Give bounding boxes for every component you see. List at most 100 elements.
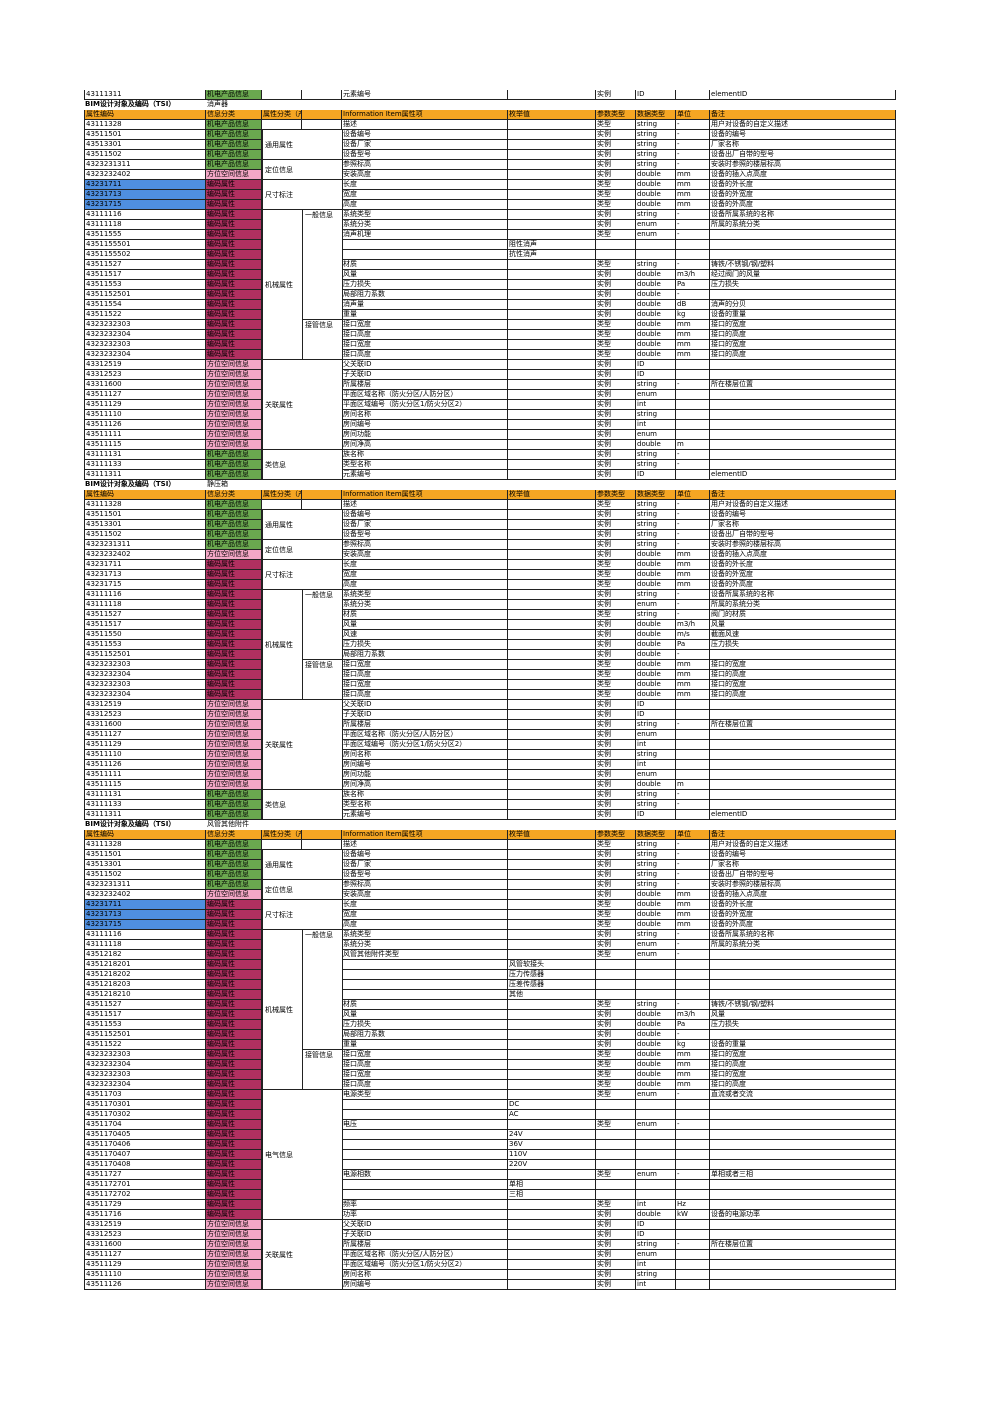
info-category: 编码属性 [206,280,262,289]
enum-value [508,700,596,709]
info-category: 机电产品信息 [206,90,262,99]
unit [676,740,710,749]
column-header: 单位 [676,110,710,119]
attribute-group: 尺寸标注 [262,899,343,930]
column-header: 数据类型 [636,110,676,119]
data-type: double [636,1030,676,1039]
table-row: 43511501 机电产品信息 设备编号 实例 string - 设备的编号 [84,130,896,140]
info-category: 编码属性 [206,1080,262,1089]
unit: mm [676,890,710,899]
info-category: 编码属性 [206,290,262,299]
unit [676,1150,710,1159]
information-item: 平面区域编号（防火分区1/防火分区2） [342,1260,508,1269]
section-object-name: 静压箱 [207,480,228,488]
attribute-code: 43511502 [84,870,206,879]
attribute-code: 43511527 [84,1000,206,1009]
unit: mm [676,180,710,189]
enum-value [508,680,596,689]
table-row: 4351218210 编码属性 其他 [84,990,896,1000]
unit [676,700,710,709]
info-category: 机电产品信息 [206,880,262,889]
information-item: 风量 [342,270,508,279]
information-item: 元素编号 [342,810,508,819]
unit: mm [676,320,710,329]
enum-value [508,310,596,319]
attribute-code: 4351170406 [84,1140,206,1149]
parameter-type: 实例 [596,1250,636,1259]
information-item: 房间功能 [342,430,508,439]
info-category: 方位空间信息 [206,770,262,779]
column-header: Information Item属性项 [342,830,508,839]
enum-value [508,940,596,949]
unit [676,400,710,409]
information-item: 房间名称 [342,750,508,759]
enum-value [508,720,596,729]
section-title: BIM设计对象及编码（TSI） [85,100,176,108]
remark: 用户对设备的自定义描述 [710,120,896,129]
information-item: 风速 [342,630,508,639]
information-item: 接口高度 [342,1060,508,1069]
attribute-code: 43511127 [84,1250,206,1259]
parameter-type: 实例 [596,600,636,609]
enum-value [508,360,596,369]
attribute-code: 43231711 [84,560,206,569]
remark [710,250,896,259]
data-type: enum [636,1120,676,1129]
parameter-type: 实例 [596,1020,636,1029]
attribute-subclass [302,90,342,99]
table-row: 43511553 编码属性 压力损失 实例 double Pa 压力损失 [84,640,896,650]
parameter-type: 实例 [596,170,636,179]
information-item: 接口宽度 [342,1050,508,1059]
information-item [342,1140,508,1149]
table-row: 43311600 方位空间信息 所属楼层 实例 string - 所在楼层位置 [84,720,896,730]
remark [710,230,896,239]
unit [676,750,710,759]
enum-value [508,1010,596,1019]
unit: mm [676,900,710,909]
attribute-code: 43111311 [84,90,206,99]
section-title: BIM设计对象及编码（TSI） [85,820,176,828]
remark [710,960,896,969]
parameter-type: 实例 [596,90,636,99]
enum-value [508,200,596,209]
information-item: 房间编号 [342,760,508,769]
info-category: 编码属性 [206,270,262,279]
info-category: 机电产品信息 [206,120,262,129]
info-category: 编码属性 [206,900,262,909]
unit: - [676,230,710,239]
information-item: 描述 [342,120,508,129]
table-row: 43111131 机电产品信息 族名称 实例 string - [84,450,896,460]
information-item: 所属楼层 [342,720,508,729]
remark: 铸铁/不锈钢/钢/塑料 [710,260,896,269]
information-item: 局部阻力系数 [342,650,508,659]
parameter-type: 实例 [596,470,636,479]
column-header: 备注 [710,490,896,499]
remark: 所在楼层位置 [710,1240,896,1249]
parameter-type: 实例 [596,370,636,379]
attribute-code: 43231711 [84,180,206,189]
data-type: enum [636,1090,676,1099]
attribute-code: 43111118 [84,940,206,949]
unit: mm [676,200,710,209]
table-row: 43111118 编码属性 系统分类 实例 enum - 所属的系统分类 [84,220,896,230]
parameter-type: 类型 [596,680,636,689]
enum-value [508,270,596,279]
data-type: double [636,270,676,279]
info-category: 编码属性 [206,990,262,999]
attribute-code: 43511111 [84,770,206,779]
remark: 设备的外长度 [710,560,896,569]
attribute-code: 43511716 [84,1210,206,1219]
table-row: 43231711 编码属性 长度 类型 double mm 设备的外长度 [84,560,896,570]
enum-value [508,470,596,479]
info-category: 机电产品信息 [206,540,262,549]
data-type: string [636,120,676,129]
parameter-type: 实例 [596,540,636,549]
table-row: 4323232303 编码属性 接口宽度 类型 double mm 接口的宽度 [84,320,896,330]
info-category: 方位空间信息 [206,440,262,449]
information-item: 局部阻力系数 [342,290,508,299]
enum-value: 220V [508,1160,596,1169]
remark: 设备的重量 [710,310,896,319]
enum-value [508,1020,596,1029]
enum-value [508,160,596,169]
data-type: double [636,300,676,309]
